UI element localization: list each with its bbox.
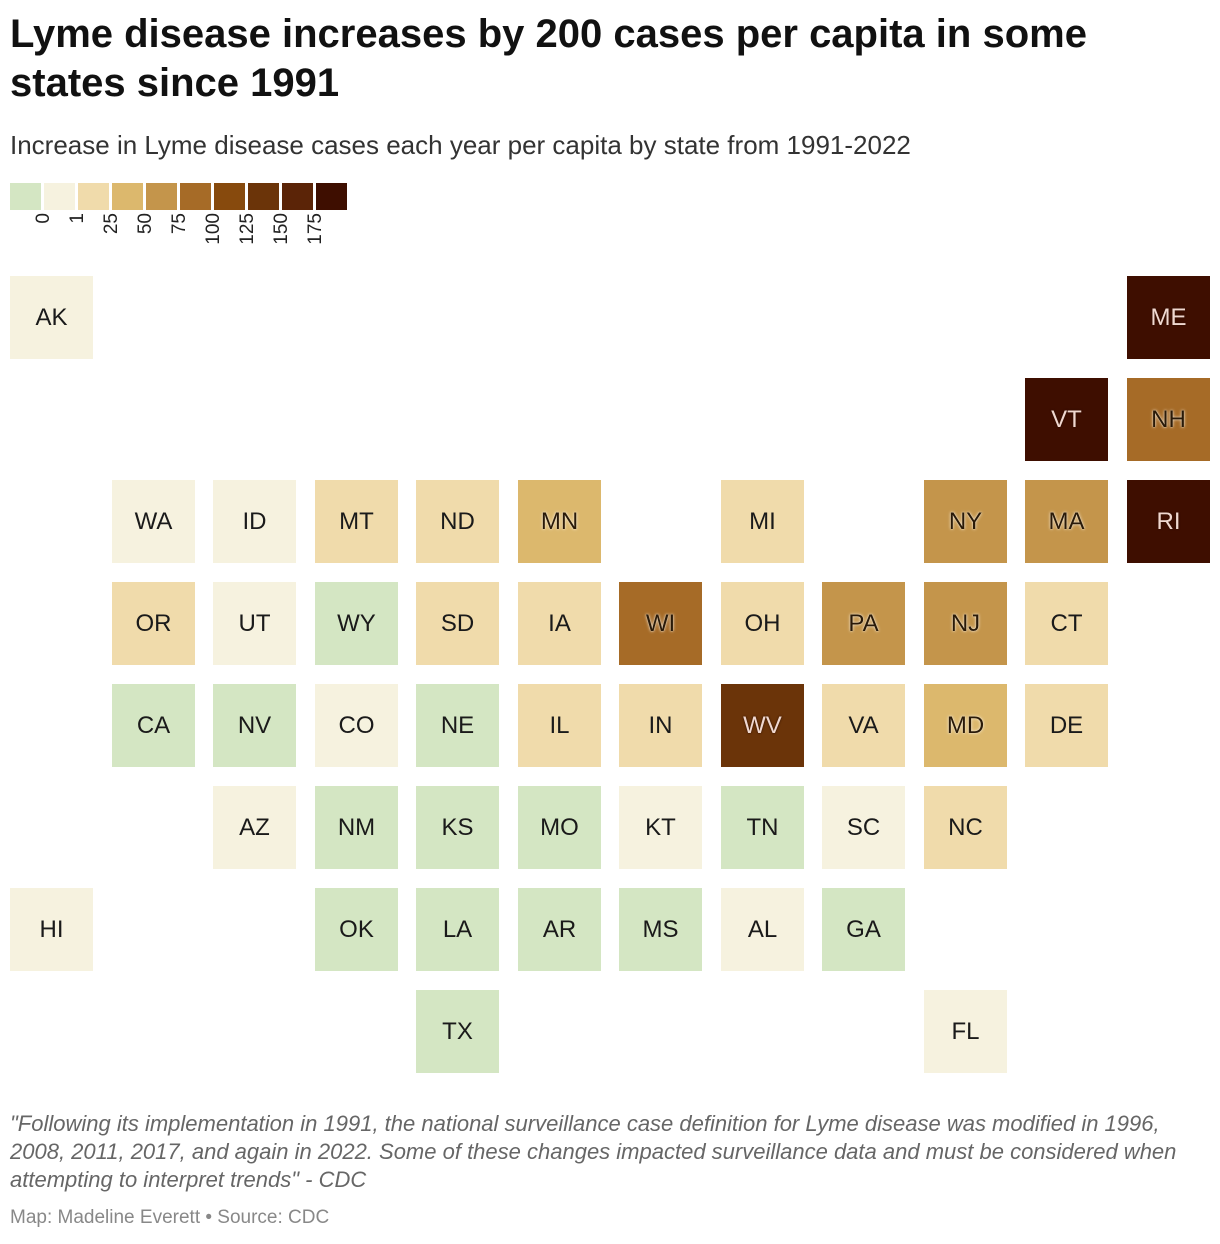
state-tile-oh[interactable]: OH [721, 582, 804, 665]
state-tile-ne[interactable]: NE [416, 684, 499, 767]
state-tile-ct[interactable]: CT [1025, 582, 1108, 665]
state-tile-de[interactable]: DE [1025, 684, 1108, 767]
state-tile-nd[interactable]: ND [416, 480, 499, 563]
state-tile-ma[interactable]: MA [1025, 480, 1108, 563]
state-tile-wy[interactable]: WY [315, 582, 398, 665]
legend-label: 0 [32, 213, 54, 224]
legend-swatch [248, 183, 279, 210]
legend-label: 100 [202, 213, 224, 245]
legend-label: 1 [66, 213, 88, 224]
state-tile-ak[interactable]: AK [10, 276, 93, 359]
state-tile-in[interactable]: IN [619, 684, 702, 767]
state-tile-ca[interactable]: CA [112, 684, 195, 767]
state-tile-vt[interactable]: VT [1025, 378, 1108, 461]
state-tile-nc[interactable]: NC [924, 786, 1007, 869]
state-tile-ar[interactable]: AR [518, 888, 601, 971]
state-tile-kt[interactable]: KT [619, 786, 702, 869]
state-tile-sd[interactable]: SD [416, 582, 499, 665]
state-tile-co[interactable]: CO [315, 684, 398, 767]
legend-swatch [10, 183, 41, 210]
state-tile-tn[interactable]: TN [721, 786, 804, 869]
state-tile-tx[interactable]: TX [416, 990, 499, 1073]
state-tile-ks[interactable]: KS [416, 786, 499, 869]
legend-swatch [180, 183, 211, 210]
color-legend: 0 1 25 50 75 100 125 150 175 [10, 183, 350, 258]
legend-swatch [112, 183, 143, 210]
state-tile-az[interactable]: AZ [213, 786, 296, 869]
map-title: Lyme disease increases by 200 cases per … [10, 12, 1087, 105]
state-tile-nh[interactable]: NH [1127, 378, 1210, 461]
legend-label: 175 [304, 213, 326, 245]
state-tile-mo[interactable]: MO [518, 786, 601, 869]
legend-swatch [316, 183, 347, 210]
state-tile-mt[interactable]: MT [315, 480, 398, 563]
state-tile-id[interactable]: ID [213, 480, 296, 563]
legend-swatch [282, 183, 313, 210]
state-tile-fl[interactable]: FL [924, 990, 1007, 1073]
legend-swatch [146, 183, 177, 210]
state-tile-or[interactable]: OR [112, 582, 195, 665]
state-tile-ia[interactable]: IA [518, 582, 601, 665]
state-tile-ok[interactable]: OK [315, 888, 398, 971]
tile-map: AK ME VT NH WA ID MT ND MN MI NY MA RI OR UT WY SD IA WI OH… [0, 270, 1220, 1090]
legend-swatch [44, 183, 75, 210]
state-tile-mi[interactable]: MI [721, 480, 804, 563]
source-credit: Map: Madeline Everett • Source: CDC [10, 1207, 330, 1228]
legend-label: 75 [168, 213, 190, 235]
state-tile-nv[interactable]: NV [213, 684, 296, 767]
legend-swatch [78, 183, 109, 210]
legend-label: 25 [100, 213, 122, 235]
state-tile-wi[interactable]: WI [619, 582, 702, 665]
state-tile-nm[interactable]: NM [315, 786, 398, 869]
state-tile-mn[interactable]: MN [518, 480, 601, 563]
state-tile-md[interactable]: MD [924, 684, 1007, 767]
state-tile-hi[interactable]: HI [10, 888, 93, 971]
state-tile-me[interactable]: ME [1127, 276, 1210, 359]
state-tile-ms[interactable]: MS [619, 888, 702, 971]
legend-label: 50 [134, 213, 156, 235]
state-tile-va[interactable]: VA [822, 684, 905, 767]
state-tile-sc[interactable]: SC [822, 786, 905, 869]
state-tile-la[interactable]: LA [416, 888, 499, 971]
state-tile-ri[interactable]: RI [1127, 480, 1210, 563]
state-tile-nj[interactable]: NJ [924, 582, 1007, 665]
legend-label: 125 [236, 213, 258, 245]
footnote: "Following its implementation in 1991, t… [10, 1111, 1177, 1192]
state-tile-wa[interactable]: WA [112, 480, 195, 563]
state-tile-pa[interactable]: PA [822, 582, 905, 665]
state-tile-ga[interactable]: GA [822, 888, 905, 971]
state-tile-ny[interactable]: NY [924, 480, 1007, 563]
state-tile-il[interactable]: IL [518, 684, 601, 767]
state-tile-al[interactable]: AL [721, 888, 804, 971]
legend-swatch [214, 183, 245, 210]
map-subtitle: Increase in Lyme disease cases each year… [10, 130, 911, 160]
state-tile-wv[interactable]: WV [721, 684, 804, 767]
state-tile-ut[interactable]: UT [213, 582, 296, 665]
legend-label: 150 [270, 213, 292, 245]
